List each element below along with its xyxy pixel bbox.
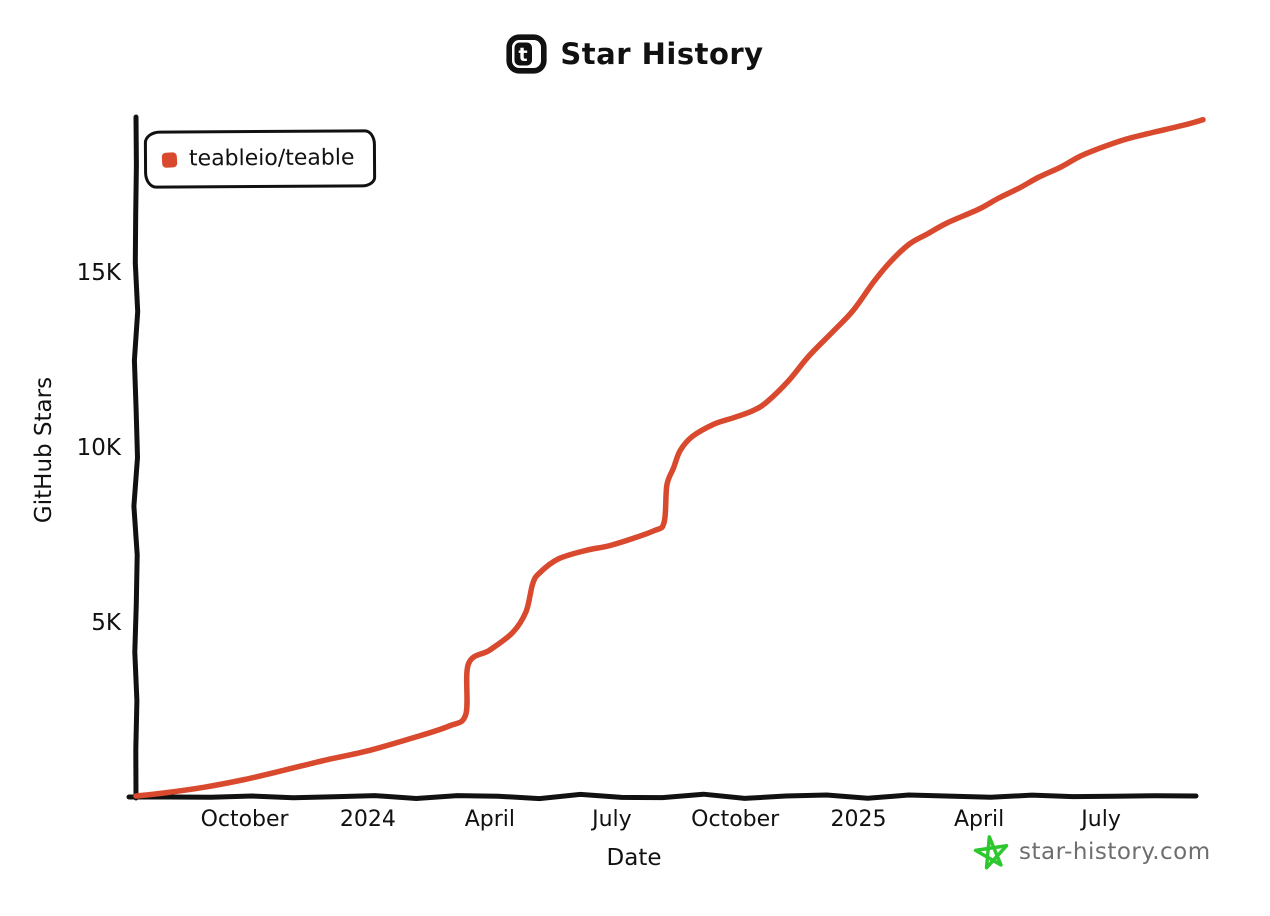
y-tick-label: 5K: [91, 610, 122, 636]
y-tick-label: 10K: [77, 435, 122, 461]
series-line-teableio-teable: [133, 116, 1206, 799]
x-axis-line: [126, 791, 1199, 802]
x-tick-label: July: [1079, 807, 1121, 832]
footer-brand: star-history.com: [973, 834, 1211, 870]
footer-site-text: star-history.com: [1019, 839, 1211, 865]
teable-logo-icon: t: [506, 34, 548, 74]
y-axis-line: [131, 114, 141, 801]
x-axis-title: Date: [606, 845, 662, 871]
x-tick-label: October: [201, 807, 290, 832]
y-axis-tick-labels: 5K 10K 15K: [77, 260, 122, 636]
x-tick-label: July: [590, 807, 632, 832]
x-tick-label: April: [954, 807, 1004, 832]
x-tick-label: 2024: [340, 807, 396, 832]
y-axis-title: GitHub Stars: [31, 376, 57, 524]
page-title: Star History: [560, 37, 764, 71]
chart-title-row: t Star History: [0, 34, 1270, 74]
star-doodle-icon: [973, 835, 1009, 870]
x-tick-label: 2025: [831, 807, 887, 832]
x-axis-tick-labels: October 2024 April July October 2025 April July: [201, 807, 1121, 832]
x-tick-label: April: [465, 807, 515, 832]
x-tick-label: October: [691, 807, 780, 832]
svg-text:t: t: [519, 44, 528, 66]
y-tick-label: 15K: [77, 260, 122, 286]
